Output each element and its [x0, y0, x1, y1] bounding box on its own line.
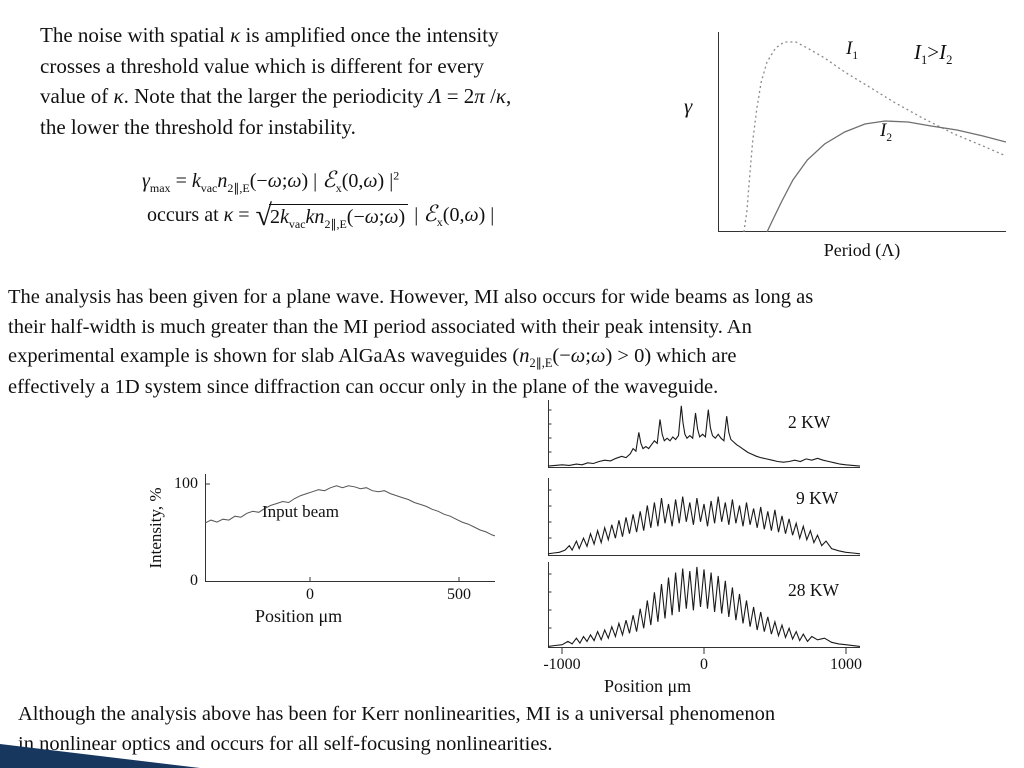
- trace-28kw-axis: [548, 562, 860, 648]
- input-ytick-100: 100: [174, 475, 198, 492]
- series-i1: [743, 41, 1006, 232]
- curve-label-i1: I1: [846, 38, 859, 62]
- gain-vs-period-chart: γ Period (Λ) I1 I2 I1>I2: [682, 16, 1022, 268]
- equation-kappa-suffix: | ℰx(0,ω) |: [409, 201, 495, 229]
- annotation-input-beam: Input beam: [262, 502, 339, 521]
- equation-kappa: occurs at κ = √ 2kvackn2∥,E(−ω;ω) | ℰx(0,…: [147, 201, 494, 234]
- series-2-kw: [548, 405, 860, 467]
- input-xtick-0: 0: [306, 586, 314, 603]
- sqrt-symbol: √: [255, 199, 272, 232]
- gain-chart-plot: [718, 32, 1006, 232]
- gain-ylabel: γ: [684, 94, 693, 118]
- input-beam-chart: Intensity, % 100 0 Input beam 0 500 Posi…: [140, 462, 520, 632]
- sqrt-radicand: 2kvackn2∥,E(−ω;ω): [269, 204, 409, 232]
- output-xaxis-tick-marks: [561, 648, 847, 654]
- trace-28kw-tick-marks: [548, 573, 552, 629]
- trace-9kw-tick-marks: [548, 489, 552, 539]
- output-xtick-1000: 1000: [830, 656, 862, 673]
- label-9kw: 9 KW: [796, 488, 839, 508]
- input-xlabel: Position μm: [255, 606, 343, 626]
- input-xtick-500: 500: [447, 586, 471, 603]
- trace-2kw-tick-marks: [548, 409, 552, 453]
- series-i2: [766, 120, 1006, 232]
- intro-paragraph: The noise with spatial κ is amplified on…: [40, 23, 512, 139]
- closing-paragraph: Although the analysis above has been for…: [18, 703, 776, 755]
- trace-9kw-plot: [548, 478, 860, 556]
- trace-2kw-axis: [548, 400, 860, 468]
- input-chart-plot: [205, 474, 495, 582]
- curve-label-i2: I2: [880, 120, 893, 144]
- output-traces-charts: 2 KW 9 KW 28 KW -1000 0 1000 Position μm: [540, 396, 872, 698]
- label-2kw: 2 KW: [788, 412, 831, 432]
- trace-2kw-plot: [548, 400, 860, 468]
- series-9-kw: [548, 496, 860, 555]
- output-xaxis: [561, 648, 847, 654]
- input-axis: [205, 474, 495, 582]
- equation-gamma-max: γmax = kvacn2∥,E(−ω;ω) | ℰx(0,ω) |2: [142, 167, 400, 195]
- output-xlabel: Position μm: [604, 676, 692, 696]
- trace-9kw-axis: [548, 478, 860, 556]
- series-input-beam: [205, 485, 495, 537]
- analysis-paragraph: The analysis has been given for a plane …: [8, 286, 814, 399]
- input-tick-marks: [205, 483, 460, 582]
- input-ytick-0: 0: [190, 572, 198, 589]
- gain-axis: [718, 32, 1006, 232]
- output-xtick-0: 0: [700, 656, 708, 673]
- label-28kw: 28 KW: [788, 580, 840, 600]
- equation-kappa-prefix: occurs at κ =: [147, 204, 255, 226]
- trace-28kw-plot: [548, 562, 860, 648]
- gain-xlabel: Period (Λ): [823, 240, 901, 260]
- output-xtick-neg1000: -1000: [543, 656, 581, 673]
- series-28-kw: [548, 566, 860, 647]
- sqrt-radical: √ 2kvackn2∥,E(−ω;ω): [255, 199, 409, 234]
- annotation-i1-greater-i2: I1>I2: [914, 40, 953, 68]
